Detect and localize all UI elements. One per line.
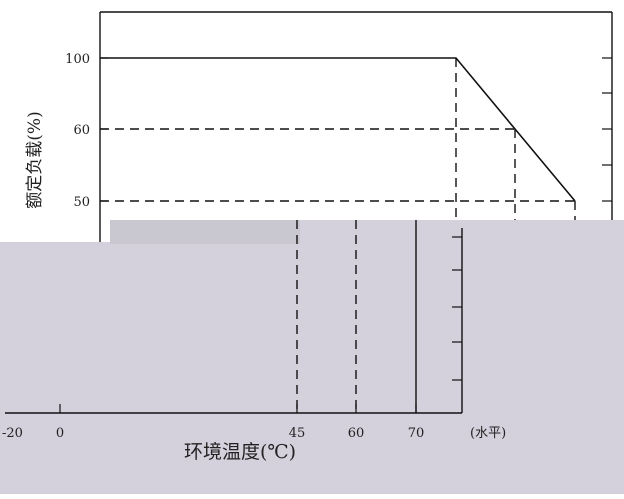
y-tick-label-100: 100 — [65, 52, 90, 67]
ticks-group: 100 60 50 — [65, 52, 108, 210]
axes — [99, 11, 613, 424]
y-tick-label-60: 60 — [73, 123, 90, 138]
y-axis-label: 额定负载(%) — [25, 111, 45, 208]
y-tick-label-50: 50 — [73, 195, 90, 210]
series-group — [100, 57, 576, 202]
series-line-0 — [100, 57, 576, 202]
reference-lines — [100, 58, 576, 220]
labels-group: 额定负载(%) — [25, 111, 45, 208]
